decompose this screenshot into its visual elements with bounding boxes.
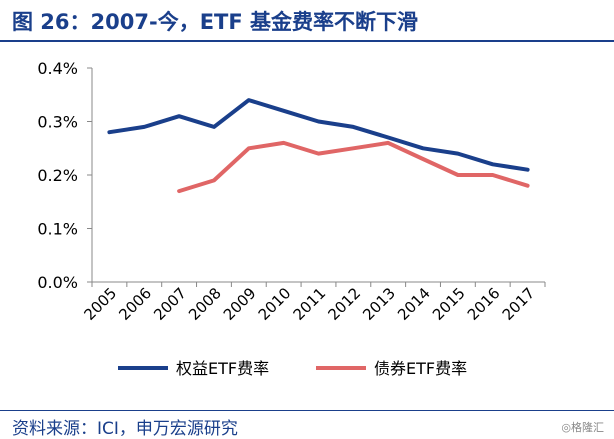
x-tick-label: 2007 [150,284,190,324]
x-tick-label: 2014 [394,284,434,324]
x-tick-label: 2005 [81,284,121,324]
legend-label-equity-etf: 权益ETF费率 [176,359,269,378]
x-tick-label: 2009 [220,284,260,324]
series-line-equity-etf [107,98,530,172]
y-tick-label: 0.0% [37,273,78,292]
y-tick-label: 0.4% [37,59,78,78]
footer-divider [0,410,614,411]
x-tick-label: 2012 [324,284,364,324]
source-note: 资料来源：ICI，申万宏源研究 [12,419,238,439]
x-tick-label: 2011 [290,284,330,324]
series-line-bond-etf [177,140,530,194]
x-tick-label: 2016 [464,284,504,324]
y-tick-label: 0.2% [37,166,78,185]
x-tick-label: 2008 [185,284,225,324]
x-tick-label: 2015 [429,284,469,324]
title-divider [0,40,614,42]
y-tick-label: 0.1% [37,220,78,239]
line-chart: 0.0% 0.1% 0.2% 0.3% 0.4% 20052006200720082009… [37,59,546,378]
x-tick-label: 2010 [255,284,295,324]
x-tick-label: 2017 [499,284,539,324]
y-tick-label: 0.3% [37,113,78,132]
figure-title: 图 26：2007-今，ETF 基金费率不断下滑 [12,10,419,34]
watermark: ◎格隆汇 [561,421,604,434]
x-tick-label: 2006 [115,284,155,324]
legend-label-bond-etf: 债券ETF费率 [374,359,467,378]
x-tick-label: 2013 [359,284,399,324]
